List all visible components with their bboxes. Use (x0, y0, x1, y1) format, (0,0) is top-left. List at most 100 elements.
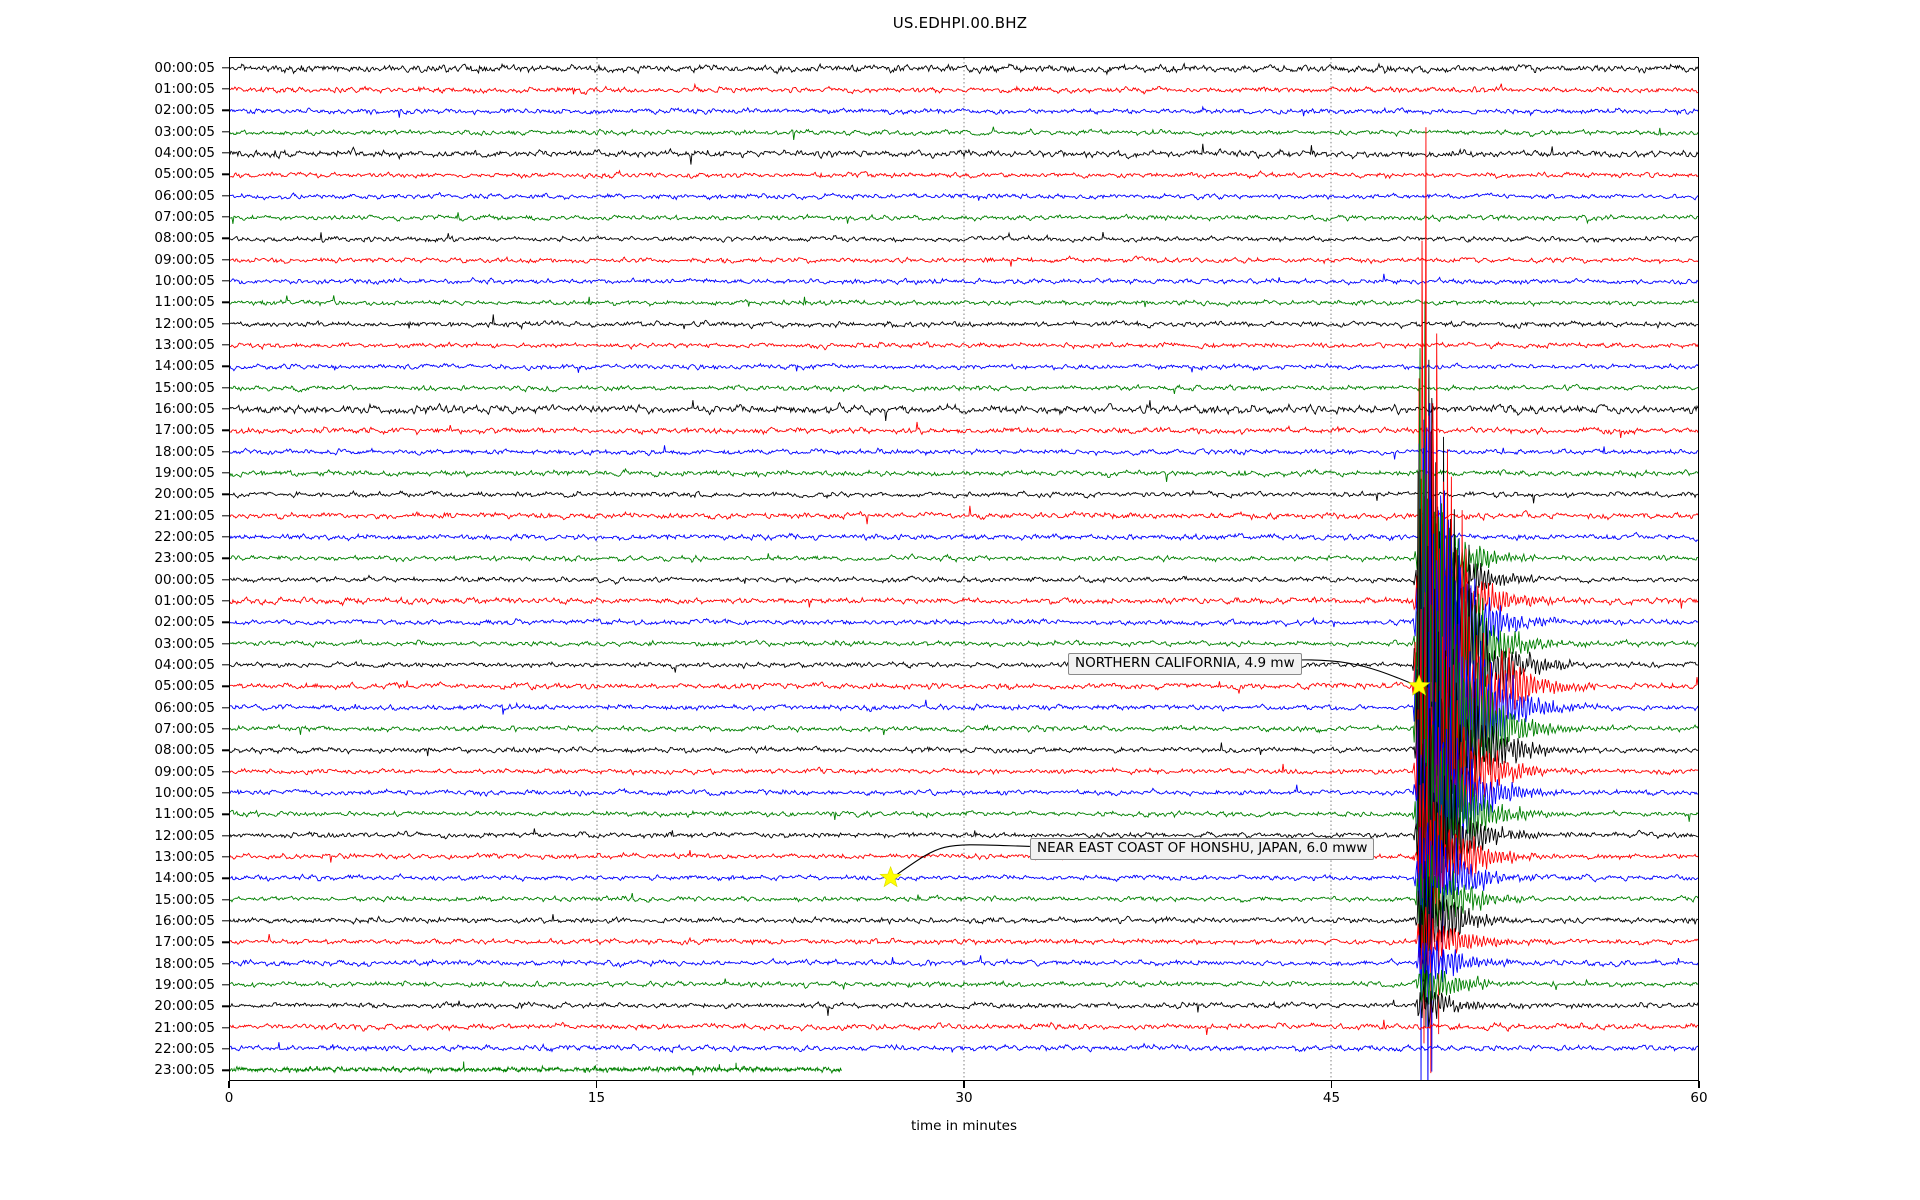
seismic-trace (230, 766, 1698, 914)
seismic-trace (230, 505, 1698, 525)
trace-layer (230, 62, 1698, 1080)
y-axis-tick-mark (222, 514, 229, 517)
y-axis-tick-mark (222, 962, 229, 965)
y-axis-tick-mark (222, 194, 229, 197)
y-axis-tick-mark (222, 728, 229, 730)
y-axis-tick-mark (222, 493, 229, 496)
y-axis-tick-mark (222, 749, 229, 752)
y-axis-tick-mark (222, 1026, 229, 1029)
y-axis-tick-label: 03:00:05 (154, 635, 215, 652)
seismic-trace (230, 820, 1698, 929)
y-axis-tick-label: 02:00:05 (154, 102, 215, 119)
seismic-trace (230, 300, 1698, 940)
seismic-trace (230, 295, 1698, 308)
y-axis-tick-label: 03:00:05 (154, 123, 215, 140)
y-axis-tick-mark (222, 173, 229, 176)
seismic-trace (230, 212, 1698, 225)
y-axis-tick-label: 09:00:05 (154, 251, 215, 268)
y-axis-tick-label: 19:00:05 (154, 465, 215, 481)
y-axis-tick-label: 06:00:05 (154, 187, 215, 204)
y-axis-tick-mark (222, 472, 229, 474)
y-axis-tick-label: 08:00:05 (154, 742, 215, 759)
seismic-trace (230, 400, 1698, 421)
y-axis-tick-label: 23:00:05 (154, 1062, 215, 1079)
seismic-trace (230, 845, 1698, 943)
y-axis-tick-mark (222, 642, 229, 645)
y-axis-tick-label: 05:00:05 (154, 166, 215, 183)
y-axis-tick-label: 12:00:05 (154, 827, 215, 844)
seismic-trace (230, 666, 1698, 908)
seismic-trace (230, 631, 1698, 966)
seismic-trace (230, 1061, 843, 1076)
y-axis-tick-mark (222, 386, 229, 389)
y-axis-tick-label: 10:00:05 (154, 785, 215, 801)
seismic-trace (230, 467, 1698, 483)
y-axis-tick-label: 04:00:05 (154, 145, 215, 161)
y-axis-tick-label: 11:00:05 (154, 294, 215, 311)
y-axis-tick-mark (222, 984, 229, 986)
y-axis-tick-mark (222, 301, 229, 304)
y-axis-tick-mark (222, 280, 229, 282)
x-axis-tick-label: 30 (955, 1090, 973, 1106)
y-axis-tick-mark (222, 450, 229, 453)
seismic-trace (230, 861, 1698, 954)
y-axis-tick-label: 00:00:05 (154, 571, 215, 588)
seismic-trace (230, 231, 1698, 244)
event-marker-layer (879, 659, 1431, 888)
y-axis-tick-label: 00:00:05 (154, 59, 215, 76)
y-axis-tick-mark (222, 834, 229, 837)
y-axis-tick-mark (222, 237, 229, 240)
y-axis-tick-label: 14:00:05 (154, 870, 215, 887)
y-axis-tick-label: 14:00:05 (154, 358, 215, 375)
y-axis-tick-label: 15:00:05 (154, 891, 215, 908)
y-axis-tick-label: 17:00:05 (154, 934, 215, 951)
x-axis-tick-mark (963, 1081, 965, 1088)
seismic-trace (230, 169, 1698, 180)
y-axis-tick-mark (222, 344, 229, 346)
seismic-trace (230, 508, 1698, 1027)
seismic-trace (230, 979, 1698, 1028)
y-axis-tick-mark (222, 152, 229, 154)
y-axis-tick-mark (222, 920, 229, 922)
y-axis-tick-mark (222, 1069, 229, 1072)
y-axis-tick-label: 01:00:05 (154, 593, 215, 609)
y-axis-tick-label: 16:00:05 (154, 913, 215, 929)
plot-area (229, 57, 1699, 1081)
x-axis-tick-label: 45 (1322, 1090, 1341, 1106)
event-annotation-label: NEAR EAST COAST OF HONSHU, JAPAN, 6.0 mw… (1030, 838, 1375, 860)
y-axis-tick-label: 09:00:05 (154, 763, 215, 780)
seismic-trace (230, 592, 1698, 958)
seismic-trace (230, 191, 1698, 201)
y-axis-tick-label: 18:00:05 (154, 443, 215, 460)
seismic-trace (230, 1019, 1698, 1036)
seismic-trace (230, 62, 1698, 76)
y-axis-tick-mark (222, 66, 229, 69)
y-axis-tick-mark (222, 898, 229, 901)
y-axis-tick-mark (222, 88, 229, 90)
y-axis-tick-mark (222, 856, 229, 858)
y-axis-tick-label: 13:00:05 (154, 849, 215, 865)
seismic-trace (230, 963, 1698, 1005)
y-axis-tick-mark (222, 109, 229, 112)
y-axis-tick-label: 07:00:05 (154, 721, 215, 737)
y-axis-tick-label: 07:00:05 (154, 209, 215, 225)
y-axis-tick-mark (222, 1048, 229, 1050)
seismic-trace (230, 531, 1698, 543)
y-axis-tick-label: 23:00:05 (154, 550, 215, 567)
y-axis-tick-label: 15:00:05 (154, 379, 215, 396)
seismic-trace (230, 362, 1698, 373)
y-axis-tick-label: 08:00:05 (154, 230, 215, 247)
y-axis-tick-mark (222, 600, 229, 602)
y-axis-tick-label: 10:00:05 (154, 273, 215, 289)
x-axis-tick-mark (595, 1081, 598, 1088)
y-axis-tick-mark (222, 941, 229, 944)
y-axis-tick-mark (222, 664, 229, 666)
x-axis-tick-label: 15 (587, 1090, 606, 1106)
y-axis-tick-label: 05:00:05 (154, 678, 215, 695)
seismic-trace (230, 421, 1698, 438)
seismic-trace (230, 445, 1698, 460)
y-axis-tick-mark (222, 429, 229, 432)
event-star-marker (1407, 674, 1431, 696)
seismic-trace (230, 273, 1698, 286)
seismic-trace (230, 359, 1698, 982)
